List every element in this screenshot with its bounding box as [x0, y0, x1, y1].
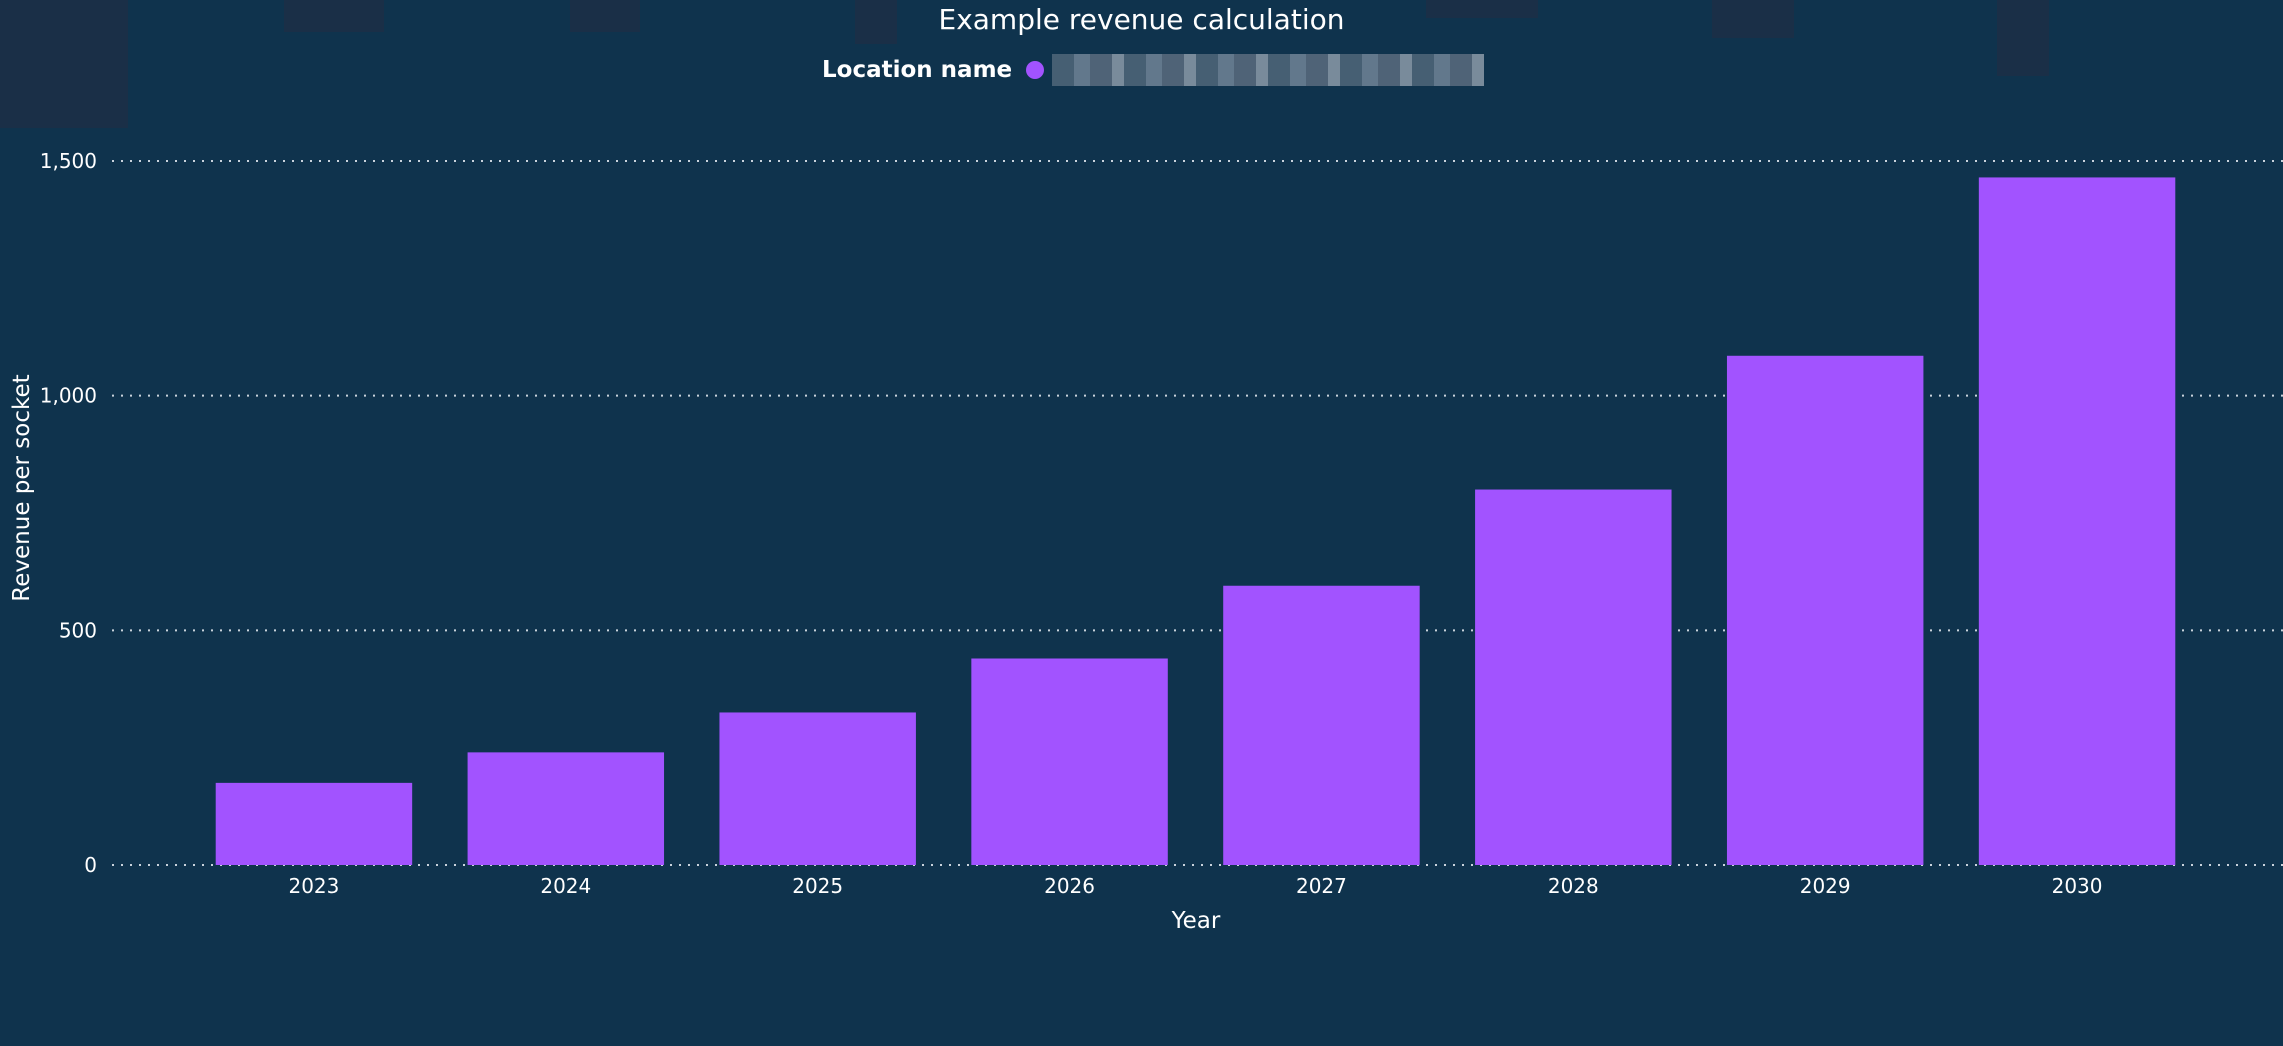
x-axis-title: Year — [1171, 908, 1221, 934]
background-tile — [1712, 0, 1794, 38]
y-tick-label: 500 — [59, 618, 97, 642]
x-tick-label: 2025 — [792, 874, 843, 898]
gridlines — [112, 160, 2283, 866]
bar-2023[interactable] — [215, 782, 413, 865]
x-tick-label: 2026 — [1044, 874, 1095, 898]
legend-marker-icon — [1026, 61, 1045, 79]
bar-2025[interactable] — [719, 712, 916, 865]
legend[interactable]: Location name — [822, 52, 1485, 88]
x-tick-label: 2030 — [2052, 874, 2103, 898]
bar-2026[interactable] — [971, 658, 1168, 865]
y-axis-title: Revenue per socket — [9, 374, 35, 601]
background-tile — [570, 0, 640, 32]
legend-series-label-redacted — [1052, 54, 1485, 86]
x-axis-ticks: 2023 2024 2025 2026 2027 2028 2029 2030 — [288, 874, 2102, 898]
y-tick-label: 1,500 — [40, 149, 97, 173]
y-tick-label: 0 — [84, 853, 97, 877]
background-tile — [284, 0, 384, 32]
x-tick-label: 2029 — [1800, 874, 1851, 898]
background-tile — [1426, 0, 1538, 18]
bars — [215, 177, 2176, 866]
background-tile — [1997, 0, 2049, 76]
bar-2030[interactable] — [1978, 177, 2176, 866]
bar-2027[interactable] — [1223, 585, 1420, 865]
bar-2029[interactable] — [1726, 355, 1924, 865]
bar-2028[interactable] — [1475, 489, 1672, 865]
x-tick-label: 2027 — [1296, 874, 1347, 898]
background-tile — [0, 0, 128, 128]
bar-2024[interactable] — [467, 752, 665, 865]
x-tick-label: 2023 — [288, 874, 339, 898]
chart-title: Example revenue calculation — [938, 3, 1345, 36]
y-tick-label: 1,000 — [40, 384, 97, 408]
x-tick-label: 2028 — [1548, 874, 1599, 898]
legend-title: Location name — [822, 57, 1013, 83]
y-axis-ticks: 0 500 1,000 1,500 — [40, 149, 97, 877]
background-tile — [855, 0, 897, 44]
x-tick-label: 2024 — [540, 874, 591, 898]
